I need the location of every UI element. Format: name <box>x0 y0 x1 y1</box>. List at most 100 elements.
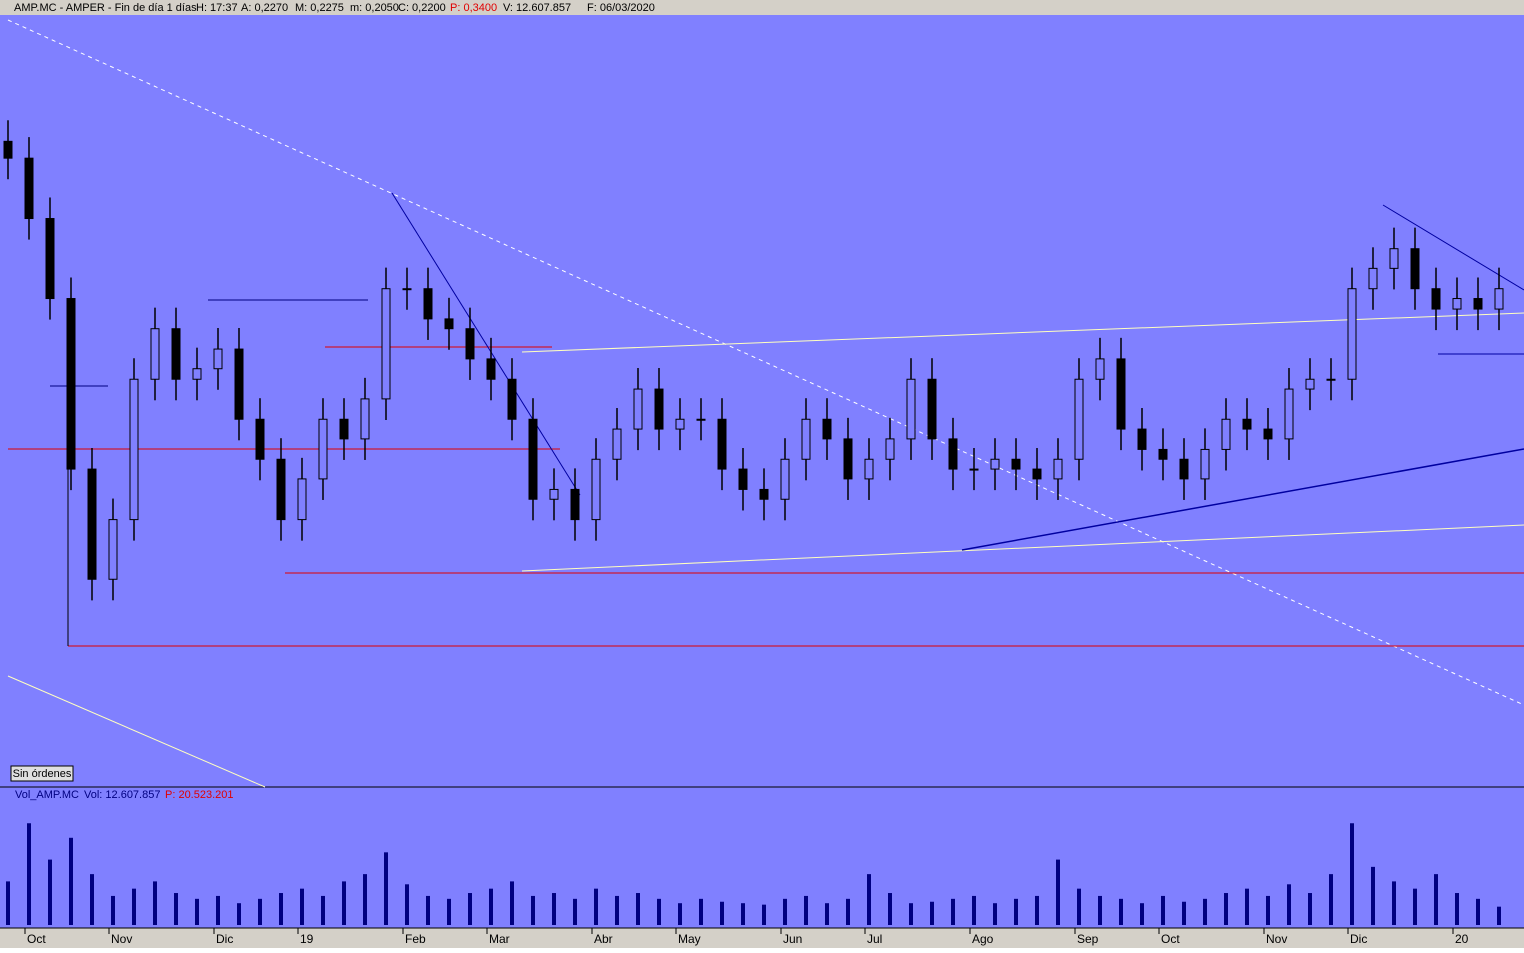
candle-body <box>906 378 916 440</box>
candle-body <box>45 218 55 300</box>
volume-bar <box>195 898 199 925</box>
candle-body <box>1095 358 1105 380</box>
candle-body <box>654 388 664 430</box>
volume-bar <box>741 903 745 925</box>
candle-body <box>87 468 97 580</box>
volume-bar <box>1203 898 1207 925</box>
volume-bar <box>1476 898 1480 925</box>
volume-bar <box>1497 906 1501 925</box>
header-title: AMP.MC - AMPER - Fin de día 1 días <box>14 2 197 14</box>
x-axis-bar <box>0 928 1524 948</box>
volume-bar <box>1371 866 1375 925</box>
candle-body <box>318 418 328 480</box>
x-tick-label: May <box>678 932 701 946</box>
candle-body <box>801 418 811 460</box>
candle-body <box>528 418 538 500</box>
candle-body <box>717 418 727 470</box>
candle-body <box>1410 248 1420 290</box>
x-tick-label: Abr <box>594 932 613 946</box>
header-bar <box>0 0 1524 15</box>
candle-body <box>612 428 622 460</box>
volume-bar <box>804 895 808 925</box>
volume-bar <box>6 881 10 925</box>
header-hour: H: 17:37 <box>196 2 238 14</box>
volume-bar <box>321 895 325 925</box>
candle-body <box>297 478 307 521</box>
candle-body <box>234 348 244 420</box>
volume-bar <box>993 903 997 925</box>
header-p: P: 0,3400 <box>450 2 497 14</box>
candle-body <box>402 288 412 291</box>
volume-bar <box>930 901 934 925</box>
x-tick-label: Dic <box>216 932 233 946</box>
volume-bar <box>1119 898 1123 925</box>
volume-bar <box>1161 895 1165 925</box>
candle-body <box>1326 378 1336 381</box>
x-tick-label: Nov <box>1266 932 1287 946</box>
candle-body <box>171 328 181 380</box>
volume-bar <box>972 895 976 925</box>
volume-bar <box>615 895 619 925</box>
candle-body <box>360 398 370 440</box>
candle-body <box>1053 458 1063 480</box>
x-tick-label: Jun <box>783 932 802 946</box>
volume-bar <box>1266 895 1270 925</box>
volume-bar <box>552 893 556 925</box>
volume-bar <box>426 895 430 925</box>
volume-bar <box>1182 901 1186 925</box>
candle-body <box>948 438 958 470</box>
candle-body <box>1347 288 1357 380</box>
volume-bar <box>1287 884 1291 925</box>
x-tick-label: Nov <box>111 932 132 946</box>
volume-bar <box>699 898 703 925</box>
header-date: F: 06/03/2020 <box>587 2 655 14</box>
candle-body <box>822 418 832 440</box>
trend-line <box>7 19 1524 706</box>
candle-body <box>864 458 874 480</box>
volume-bar <box>867 874 871 925</box>
candle-body <box>843 438 853 480</box>
candle-body <box>1116 358 1126 430</box>
candle-body <box>1200 448 1210 480</box>
candle-body <box>1368 267 1378 290</box>
volume-title: Vol_AMP.MC <box>15 789 79 801</box>
x-tick-label: Mar <box>489 932 510 946</box>
candle-body <box>1263 428 1273 440</box>
header: AMP.MC - AMPER - Fin de día 1 días H: 17… <box>14 2 655 14</box>
volume-bar <box>888 893 892 925</box>
volume-bar <box>1245 888 1249 925</box>
volume-bar <box>1329 874 1333 925</box>
volume-bar <box>762 904 766 925</box>
candle-body <box>381 288 391 400</box>
candle-body <box>1011 458 1021 470</box>
candle-body <box>1389 248 1399 269</box>
volume-bar <box>1140 903 1144 925</box>
orders-button-label[interactable]: Sin órdenes <box>13 768 72 780</box>
candle-body <box>969 468 979 471</box>
candle-body <box>276 458 286 521</box>
candle-body <box>213 348 223 370</box>
volume-bar <box>825 903 829 925</box>
volume-bar <box>1413 888 1417 925</box>
candle-body <box>1494 288 1504 310</box>
volume-bar <box>258 898 262 925</box>
candle-body <box>66 298 76 470</box>
x-tick-label: Sep <box>1077 932 1099 946</box>
trend-line <box>1382 204 1524 291</box>
orders-button[interactable] <box>10 765 74 782</box>
volume-bar <box>1308 893 1312 925</box>
trend-line <box>391 192 581 496</box>
candle-body <box>1431 288 1441 310</box>
candle-body <box>549 488 559 500</box>
volume-bar <box>48 859 52 925</box>
volume-bar <box>1455 893 1459 925</box>
header-volume: V: 12.607.857 <box>503 2 571 14</box>
header-close: C: 0,2200 <box>398 2 446 14</box>
candle-body <box>885 438 895 460</box>
candle-body <box>738 468 748 490</box>
candle-body <box>1032 468 1042 480</box>
candle-body <box>1242 418 1252 430</box>
